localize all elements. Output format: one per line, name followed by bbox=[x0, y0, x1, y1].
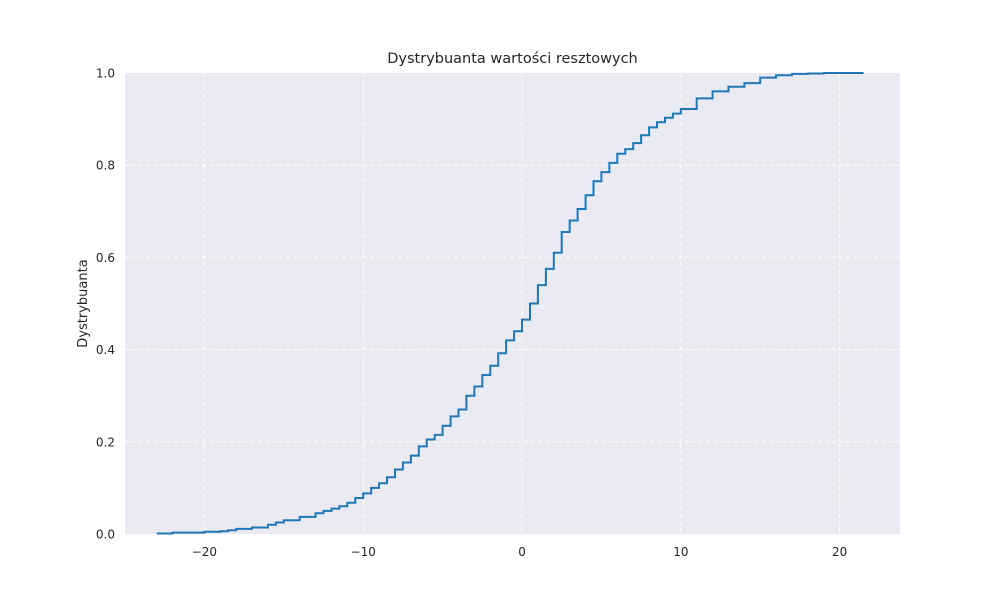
x-tick-label: 20 bbox=[832, 545, 847, 559]
tick-labels: −20 −10 0 10 20 0.0 0.2 0.4 0.6 0.8 1.0 bbox=[96, 67, 847, 560]
x-tick-label: 0 bbox=[518, 545, 526, 559]
x-tick-label: −10 bbox=[351, 545, 376, 559]
y-tick-label: 0.0 bbox=[96, 528, 115, 542]
y-tick-label: 0.2 bbox=[96, 435, 115, 449]
x-tick-label: −20 bbox=[192, 545, 217, 559]
grid bbox=[125, 73, 900, 534]
y-tick-label: 1.0 bbox=[96, 67, 115, 81]
cdf-series-line bbox=[156, 72, 864, 535]
y-tick-label: 0.4 bbox=[96, 343, 115, 357]
chart-title: Dystrybuanta wartości resztowych bbox=[387, 51, 638, 67]
y-tick-label: 0.6 bbox=[96, 251, 115, 265]
y-axis-label: Dystrybuanta bbox=[76, 259, 91, 347]
y-tick-label: 0.8 bbox=[96, 159, 115, 173]
plot-area-background bbox=[125, 73, 900, 534]
x-tick-label: 10 bbox=[673, 545, 688, 559]
